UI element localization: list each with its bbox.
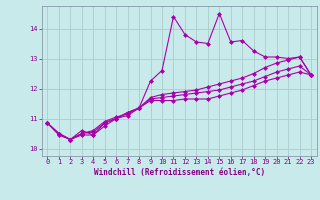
X-axis label: Windchill (Refroidissement éolien,°C): Windchill (Refroidissement éolien,°C) (94, 168, 265, 177)
